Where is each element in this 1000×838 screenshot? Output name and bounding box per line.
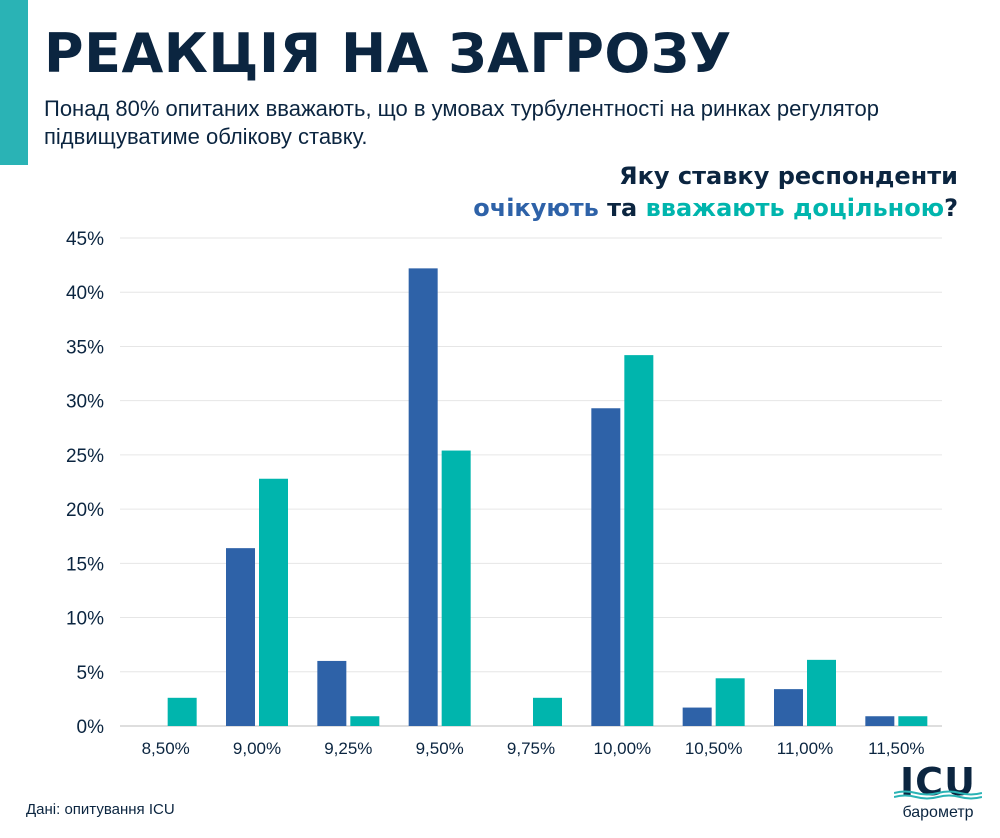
question-expect: очікують xyxy=(473,194,599,222)
question-and: та xyxy=(598,194,646,222)
bar-advisable xyxy=(624,355,654,726)
page-subtitle: Понад 80% опитаних вважають, що в умовах… xyxy=(44,96,879,149)
x-tick-label: 11,50% xyxy=(868,739,924,758)
bar-advisable xyxy=(807,659,836,726)
y-tick-label: 25% xyxy=(66,446,104,467)
x-tick-label: 9,50% xyxy=(416,739,464,758)
y-tick-label: 40% xyxy=(66,283,104,304)
y-tick-label: 35% xyxy=(66,337,104,358)
bar-expect xyxy=(317,660,347,726)
question-mark: ? xyxy=(944,194,958,222)
y-tick-label: 0% xyxy=(77,717,105,738)
x-tick-label: 11,00% xyxy=(777,739,833,758)
bar-advisable xyxy=(167,697,197,726)
bar-advisable xyxy=(898,716,928,726)
x-tick-label: 9,25% xyxy=(324,739,372,758)
y-tick-label: 10% xyxy=(66,609,104,630)
y-tick-label: 5% xyxy=(77,663,105,684)
question-line-2: очікують та вважають доцільною? xyxy=(473,192,958,224)
y-tick-label: 45% xyxy=(66,229,104,250)
y-tick-label: 30% xyxy=(66,392,104,413)
accent-bar xyxy=(0,0,28,165)
bar-expect xyxy=(682,707,712,726)
y-tick-label: 15% xyxy=(66,554,104,575)
chart-question: Яку ставку респонденти очікують та вважа… xyxy=(473,160,958,224)
x-tick-label: 10,00% xyxy=(593,739,651,758)
bar-expect xyxy=(408,268,438,726)
page-title: РЕАКЦІЯ НА ЗАГРОЗУ xyxy=(44,22,732,85)
y-tick-label: 20% xyxy=(66,500,104,521)
x-tick-label: 8,50% xyxy=(142,739,190,758)
bar-advisable xyxy=(350,716,380,726)
x-tick-label: 9,75% xyxy=(507,739,555,758)
bar-expect xyxy=(774,689,803,726)
question-line-1: Яку ставку респонденти xyxy=(619,162,958,190)
wave-icon xyxy=(894,790,982,800)
bar-expect xyxy=(865,716,895,726)
bar-advisable xyxy=(441,450,471,726)
bar-advisable xyxy=(259,478,288,726)
bar-advisable xyxy=(715,678,745,726)
question-advisable: вважають доцільною xyxy=(645,194,945,222)
icu-logo: ICU барометр xyxy=(888,760,988,830)
x-tick-label: 10,50% xyxy=(685,739,743,758)
bar-expect xyxy=(591,408,621,726)
logo-subtitle: барометр xyxy=(902,804,974,821)
bar-advisable xyxy=(533,697,562,726)
bar-expect xyxy=(226,548,255,726)
x-tick-label: 9,00% xyxy=(233,739,281,758)
data-source: Дані: опитування ICU xyxy=(26,801,175,818)
